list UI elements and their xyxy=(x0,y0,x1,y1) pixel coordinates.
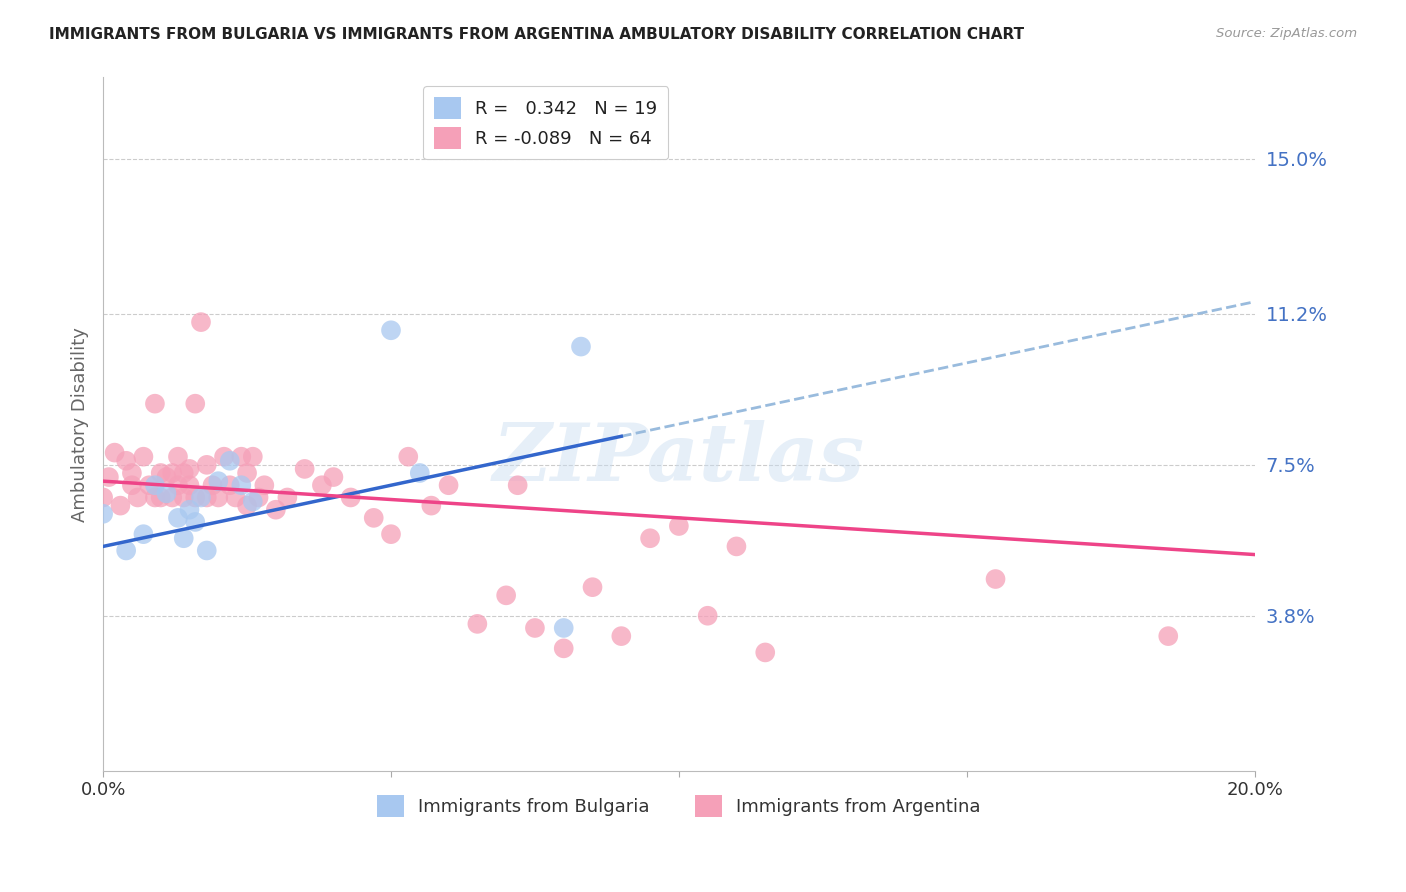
Point xyxy=(339,491,361,505)
Point xyxy=(179,502,201,516)
Point xyxy=(110,499,132,513)
Point xyxy=(506,478,529,492)
Point xyxy=(91,507,114,521)
Point xyxy=(167,450,190,464)
Point xyxy=(143,478,166,492)
Point xyxy=(495,588,517,602)
Point xyxy=(143,491,166,505)
Point xyxy=(638,531,661,545)
Point xyxy=(121,478,143,492)
Point xyxy=(231,450,253,464)
Legend: Immigrants from Bulgaria, Immigrants from Argentina: Immigrants from Bulgaria, Immigrants fro… xyxy=(370,788,988,824)
Y-axis label: Ambulatory Disability: Ambulatory Disability xyxy=(72,326,89,522)
Point xyxy=(725,540,748,554)
Point xyxy=(276,491,298,505)
Point xyxy=(754,645,776,659)
Point xyxy=(132,527,155,541)
Point xyxy=(311,478,333,492)
Point xyxy=(553,621,575,635)
Point xyxy=(396,450,419,464)
Point xyxy=(91,491,114,505)
Text: ZIPatlas: ZIPatlas xyxy=(494,420,865,498)
Point xyxy=(218,454,240,468)
Point xyxy=(167,478,190,492)
Point xyxy=(523,621,546,635)
Point xyxy=(149,466,172,480)
Point xyxy=(322,470,344,484)
Point xyxy=(420,499,443,513)
Point xyxy=(984,572,1007,586)
Point xyxy=(242,450,264,464)
Point xyxy=(212,450,235,464)
Point xyxy=(173,491,195,505)
Point xyxy=(138,478,160,492)
Point xyxy=(201,478,224,492)
Point xyxy=(115,543,138,558)
Point xyxy=(173,466,195,480)
Point xyxy=(149,491,172,505)
Point xyxy=(264,502,287,516)
Point xyxy=(1157,629,1180,643)
Point xyxy=(184,397,207,411)
Point xyxy=(437,478,460,492)
Point xyxy=(132,450,155,464)
Point xyxy=(190,315,212,329)
Point xyxy=(184,491,207,505)
Point xyxy=(104,445,127,459)
Point xyxy=(115,454,138,468)
Point xyxy=(195,543,218,558)
Point xyxy=(668,519,690,533)
Point xyxy=(696,608,718,623)
Point xyxy=(155,470,177,484)
Point xyxy=(236,466,259,480)
Point xyxy=(195,491,218,505)
Point xyxy=(409,466,432,480)
Point xyxy=(380,323,402,337)
Point xyxy=(179,462,201,476)
Point xyxy=(184,515,207,529)
Point xyxy=(380,527,402,541)
Point xyxy=(553,641,575,656)
Point xyxy=(121,466,143,480)
Point xyxy=(160,491,183,505)
Point xyxy=(127,491,149,505)
Point xyxy=(97,470,120,484)
Point xyxy=(569,340,592,354)
Point xyxy=(179,478,201,492)
Point xyxy=(167,511,190,525)
Point xyxy=(294,462,316,476)
Point xyxy=(207,491,229,505)
Point xyxy=(225,491,247,505)
Point xyxy=(247,491,270,505)
Point xyxy=(581,580,603,594)
Point xyxy=(160,466,183,480)
Point xyxy=(143,397,166,411)
Point xyxy=(467,616,489,631)
Point xyxy=(253,478,276,492)
Point xyxy=(231,478,253,492)
Point xyxy=(242,494,264,508)
Text: IMMIGRANTS FROM BULGARIA VS IMMIGRANTS FROM ARGENTINA AMBULATORY DISABILITY CORR: IMMIGRANTS FROM BULGARIA VS IMMIGRANTS F… xyxy=(49,27,1025,42)
Text: Source: ZipAtlas.com: Source: ZipAtlas.com xyxy=(1216,27,1357,40)
Point xyxy=(363,511,385,525)
Point xyxy=(195,458,218,472)
Point xyxy=(207,474,229,488)
Point xyxy=(610,629,633,643)
Point xyxy=(173,531,195,545)
Point xyxy=(155,486,177,500)
Point xyxy=(236,499,259,513)
Point xyxy=(190,491,212,505)
Point xyxy=(218,478,240,492)
